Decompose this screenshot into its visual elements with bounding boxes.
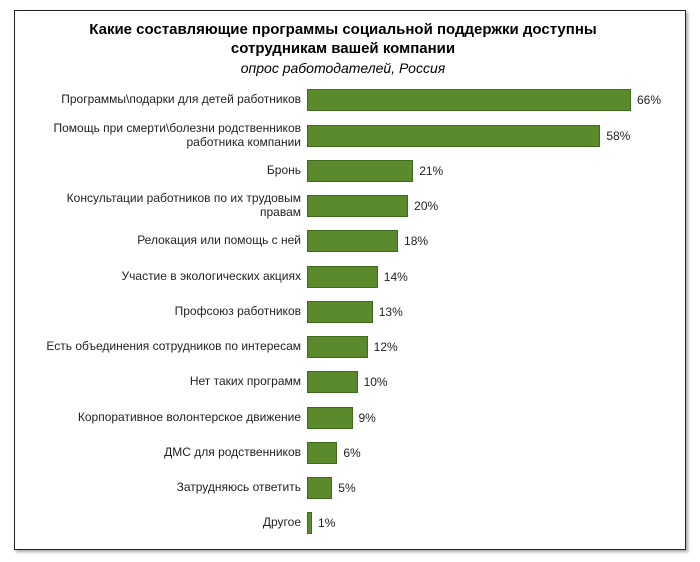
chart-title-line2: сотрудникам вашей компании	[43, 40, 643, 59]
bar-label: Участие в экологических акциях	[25, 270, 307, 284]
bar-value: 6%	[343, 446, 360, 460]
bar-value: 20%	[414, 199, 438, 213]
bar-row: Участие в экологических акциях 14%	[25, 263, 661, 291]
bar-track: 20%	[307, 195, 661, 217]
bar-fill	[307, 301, 373, 323]
bar-label: Нет таких программ	[25, 375, 307, 389]
bar-value: 5%	[338, 481, 355, 495]
bar-row: Бронь 21%	[25, 157, 661, 185]
bar-row: Профсоюз работников 13%	[25, 298, 661, 326]
chart-container: Какие составляющие программы социальной …	[14, 10, 686, 550]
bar-track: 1%	[307, 512, 661, 534]
bar-fill	[307, 477, 332, 499]
bar-track: 66%	[307, 89, 661, 111]
bar-fill	[307, 89, 631, 111]
bar-track: 58%	[307, 125, 661, 147]
bar-value: 21%	[419, 164, 443, 178]
bar-fill	[307, 195, 408, 217]
bar-row: Корпоративное волонтерское движение 9%	[25, 404, 661, 432]
bar-fill	[307, 160, 413, 182]
bar-track: 12%	[307, 336, 661, 358]
bar-row: ДМС для родственников 6%	[25, 439, 661, 467]
bar-row: Есть объединения сотрудников по интереса…	[25, 333, 661, 361]
bar-value: 13%	[379, 305, 403, 319]
bar-fill	[307, 230, 398, 252]
bar-track: 18%	[307, 230, 661, 252]
bar-fill	[307, 266, 378, 288]
bar-row: Затрудняюсь ответить 5%	[25, 474, 661, 502]
chart-title-line1: Какие составляющие программы социальной …	[43, 21, 643, 40]
bar-value: 58%	[606, 129, 630, 143]
bar-label: Затрудняюсь ответить	[25, 481, 307, 495]
bar-row: Нет таких программ 10%	[25, 368, 661, 396]
bar-track: 13%	[307, 301, 661, 323]
bar-value: 12%	[374, 340, 398, 354]
bar-row: Помощь при смерти\болезни родственников …	[25, 122, 661, 150]
bar-fill	[307, 371, 358, 393]
bar-value: 9%	[359, 411, 376, 425]
bar-track: 5%	[307, 477, 661, 499]
bar-row: Программы\подарки для детей работников 66…	[25, 86, 661, 114]
bar-row: Консультации работников по их трудовым п…	[25, 192, 661, 220]
bar-label: Профсоюз работников	[25, 305, 307, 319]
chart-frame: Какие составляющие программы социальной …	[0, 0, 700, 562]
bar-value: 14%	[384, 270, 408, 284]
bar-label: Есть объединения сотрудников по интереса…	[25, 340, 307, 354]
bar-label: Бронь	[25, 164, 307, 178]
bar-value: 18%	[404, 234, 428, 248]
bar-label: Консультации работников по их трудовым п…	[25, 192, 307, 220]
bar-fill	[307, 336, 368, 358]
bar-value: 1%	[318, 516, 335, 530]
bar-label: Программы\подарки для детей работников	[25, 93, 307, 107]
bar-fill	[307, 442, 337, 464]
bar-track: 9%	[307, 407, 661, 429]
bars-area: Программы\подарки для детей работников 66…	[25, 83, 661, 541]
bar-row: Релокация или помощь с ней 18%	[25, 227, 661, 255]
bar-fill	[307, 512, 312, 534]
bar-track: 6%	[307, 442, 661, 464]
title-block: Какие составляющие программы социальной …	[25, 21, 661, 77]
bar-label: Релокация или помощь с ней	[25, 234, 307, 248]
bar-track: 10%	[307, 371, 661, 393]
bar-track: 14%	[307, 266, 661, 288]
bar-label: Помощь при смерти\болезни родственников …	[25, 122, 307, 150]
bar-row: Другое 1%	[25, 509, 661, 537]
chart-subtitle: опрос работодателей, Россия	[43, 59, 643, 77]
bar-value: 10%	[364, 375, 388, 389]
bar-label: Другое	[25, 516, 307, 530]
bar-track: 21%	[307, 160, 661, 182]
bar-fill	[307, 407, 353, 429]
bar-fill	[307, 125, 600, 147]
bar-label: Корпоративное волонтерское движение	[25, 411, 307, 425]
bar-label: ДМС для родственников	[25, 446, 307, 460]
bar-value: 66%	[637, 93, 661, 107]
